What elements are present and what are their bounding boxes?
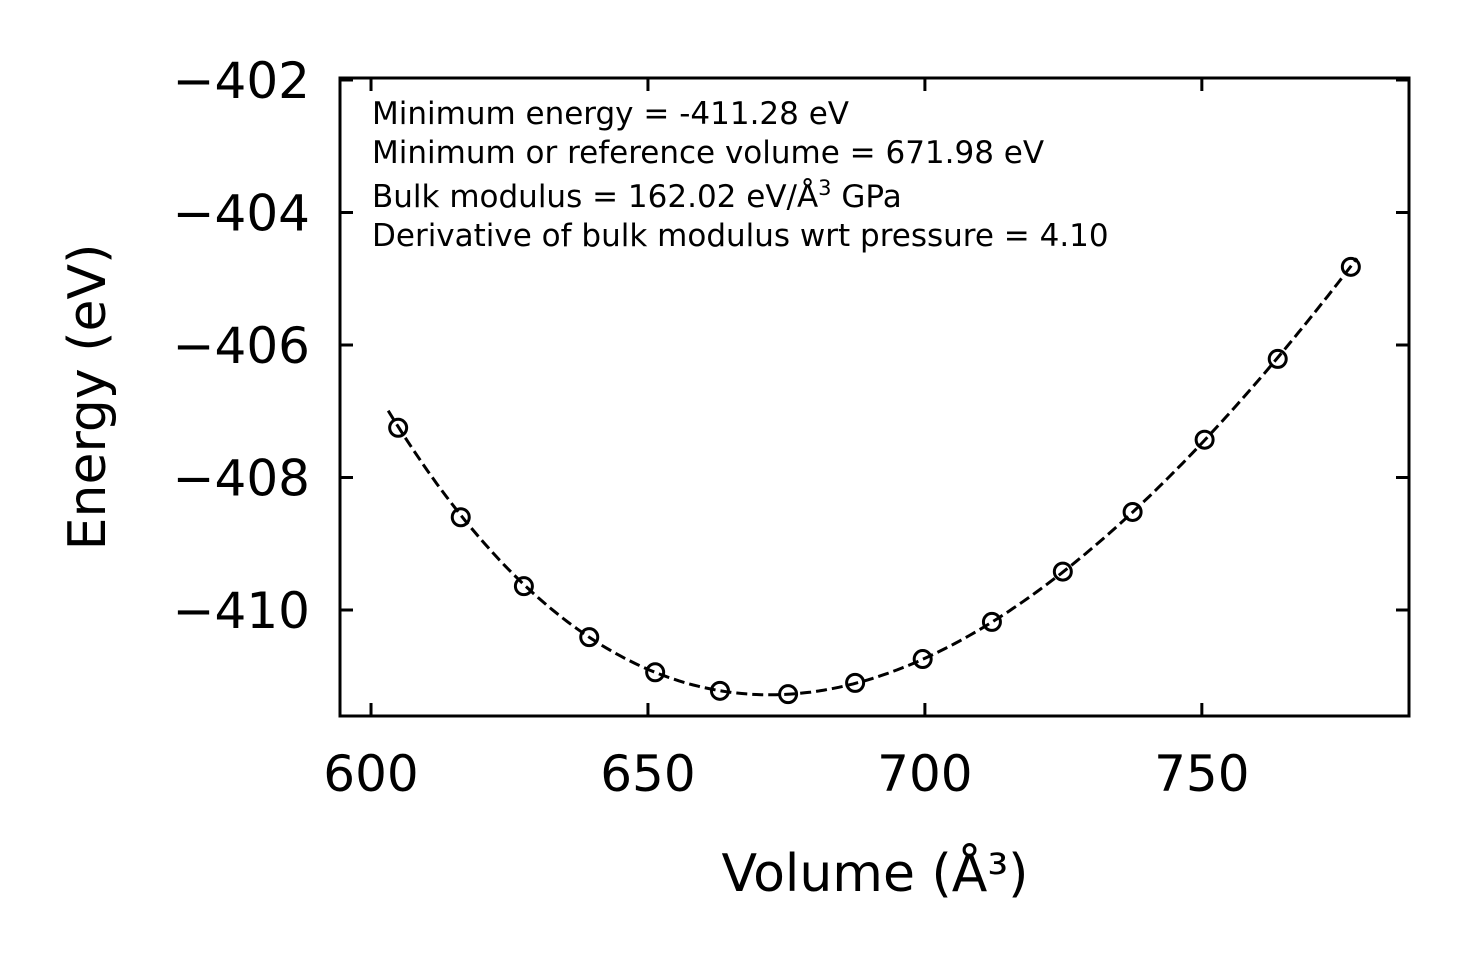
data-point [1340,256,1361,277]
x-axis-label: Volume (Å³) [722,842,1029,904]
data-point [709,680,730,701]
data-point [513,576,534,597]
annotation-min-energy: Minimum energy = -411.28 eV [372,96,849,132]
data-point [1122,501,1143,522]
annotation-superscript: 3 [818,176,831,200]
data-point [450,507,471,528]
y-tick-label: −402 [173,52,310,110]
data-point [912,649,933,670]
x-tick-label: 650 [600,745,695,803]
y-axis-label: Energy (eV) [58,244,118,551]
annotation-min-volume: Minimum or reference volume = 671.98 eV [372,135,1044,171]
annotation-unit: GPa [832,179,902,215]
data-point [981,611,1002,632]
data-point [579,627,600,648]
annotation-bulk-modulus-text: Bulk modulus = 162.02 eV/Å [372,179,818,215]
y-tick-label: −408 [173,449,310,507]
data-point [1194,429,1215,450]
y-tick-label: −406 [173,317,310,375]
data-point [845,672,866,693]
data-point [645,662,666,683]
x-tick-label: 700 [877,745,972,803]
y-tick-label: −410 [173,582,310,640]
annotation-bulk-modulus: Bulk modulus = 162.02 eV/Å3 GPa [372,176,902,215]
x-tick-label: 600 [323,745,418,803]
data-point [778,684,799,705]
x-tick-label: 750 [1154,745,1249,803]
data-point [388,417,409,438]
fit-curve [386,257,1359,697]
data-point [1052,561,1073,582]
annotation-bulk-derivative: Derivative of bulk modulus wrt pressure … [372,218,1109,254]
y-tick-label: −404 [173,184,310,242]
plot-frame [338,76,1411,718]
data-point [1267,348,1288,369]
